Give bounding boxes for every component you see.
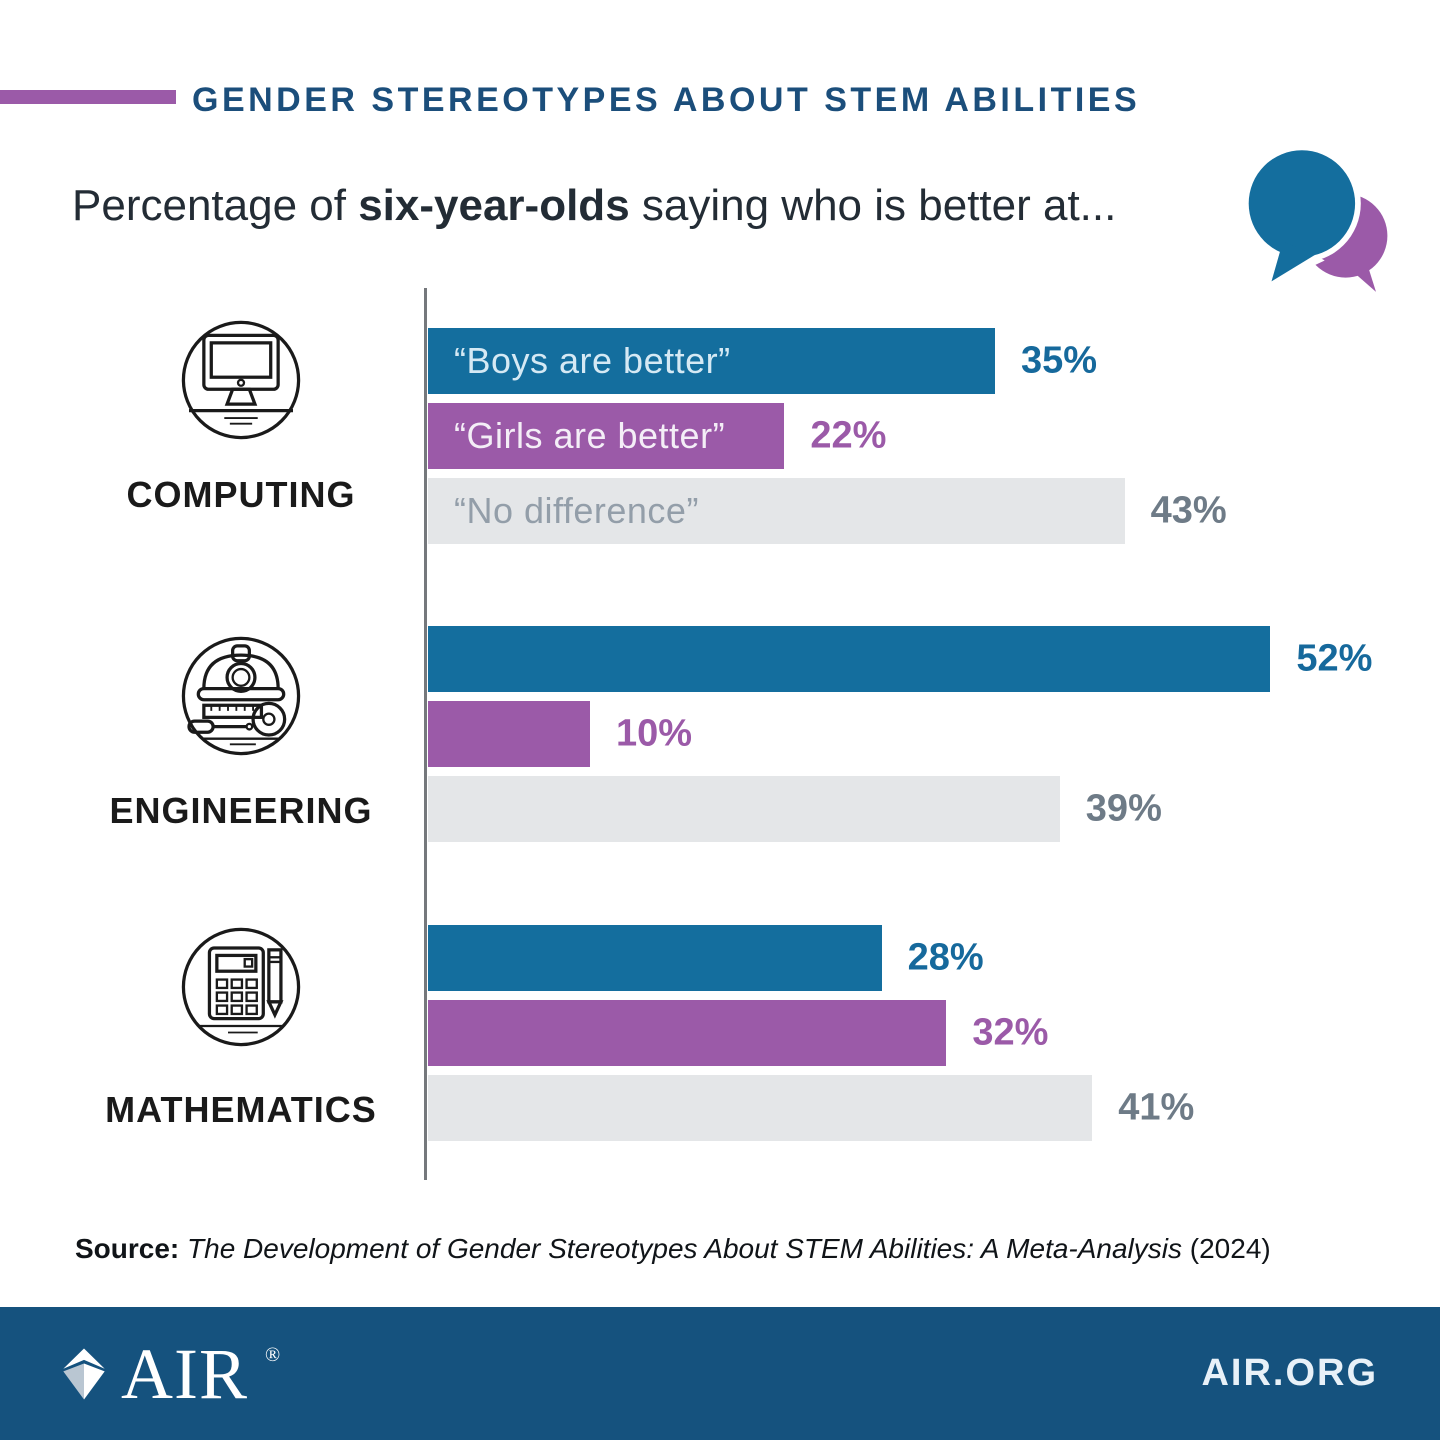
bar-mathematics-boys — [428, 925, 882, 991]
registered-mark: ® — [265, 1343, 281, 1366]
footer-url: AIR.ORG — [1201, 1352, 1378, 1394]
category-label-computing: COMPUTING — [126, 474, 356, 515]
bar-row-mathematics-boys: 28% — [428, 925, 1428, 991]
bar-computing-girls: “Girls are better” — [428, 403, 785, 469]
footer-band: AIR ® AIR.ORG — [0, 1307, 1440, 1440]
subtitle-prefix: Percentage of — [72, 181, 359, 230]
bar-computing-nodiff: “No difference” — [428, 478, 1125, 544]
bar-computing-boys: “Boys are better” — [428, 328, 995, 394]
bar-row-computing-nodiff: “No difference” 43% — [428, 478, 1428, 544]
subtitle-suffix: saying who is better at... — [629, 181, 1117, 230]
bar-value-mathematics-nodiff: 41% — [1118, 1086, 1195, 1129]
source-label: Source: — [75, 1233, 180, 1264]
bar-mathematics-nodiff — [428, 1075, 1093, 1141]
bar-value-mathematics-boys: 28% — [907, 936, 984, 979]
bar-row-mathematics-girls: 32% — [428, 1000, 1428, 1066]
series-label-nodiff: “No difference” — [454, 490, 699, 531]
chart-subtitle: Percentage of six-year-olds saying who i… — [72, 181, 1116, 231]
bar-engineering-nodiff — [428, 776, 1060, 842]
source-year: (2024) — [1189, 1233, 1271, 1264]
hard-hat-tools-icon — [181, 636, 301, 756]
bar-value-engineering-nodiff: 39% — [1085, 787, 1162, 830]
air-diamond-logo-icon — [63, 1347, 105, 1400]
category-mathematics: MATHEMATICS — [56, 922, 426, 1131]
bar-value-mathematics-girls: 32% — [972, 1011, 1049, 1054]
category-engineering: ENGINEERING — [56, 631, 426, 832]
category-computing: COMPUTING — [56, 315, 426, 516]
desktop-computer-icon — [181, 320, 301, 440]
accent-bar — [0, 90, 176, 104]
bar-engineering-girls — [428, 701, 590, 767]
bar-row-engineering-nodiff: 39% — [428, 776, 1428, 842]
air-logo-text: AIR — [121, 1333, 248, 1414]
chart-axis — [424, 288, 427, 1180]
source-note: Source: The Development of Gender Stereo… — [75, 1233, 1271, 1265]
calculator-pencil-icon — [181, 927, 301, 1047]
bar-row-computing-girls: “Girls are better” 22% — [428, 403, 1428, 469]
blue-bubble — [1243, 148, 1361, 289]
subtitle-bold: six-year-olds — [358, 181, 630, 230]
page-title: GENDER STEREOTYPES ABOUT STEM ABILITIES — [192, 81, 1141, 119]
bar-row-engineering-girls: 10% — [428, 701, 1428, 767]
bar-engineering-boys — [428, 626, 1271, 692]
series-label-boys: “Boys are better” — [454, 340, 731, 381]
bar-row-engineering-boys: 52% — [428, 626, 1428, 692]
series-label-girls: “Girls are better” — [454, 415, 726, 456]
bar-mathematics-girls — [428, 1000, 947, 1066]
bar-value-computing-boys: 35% — [1021, 339, 1098, 382]
air-logo: AIR ® — [62, 1338, 280, 1410]
bar-value-computing-girls: 22% — [810, 414, 887, 457]
bar-row-mathematics-nodiff: 41% — [428, 1075, 1428, 1141]
category-label-engineering: ENGINEERING — [109, 790, 373, 831]
bar-row-computing-boys: “Boys are better” 35% — [428, 328, 1428, 394]
speech-bubbles-icon — [1243, 148, 1388, 292]
bar-value-engineering-girls: 10% — [616, 712, 693, 755]
category-label-mathematics: MATHEMATICS — [105, 1089, 377, 1130]
source-title: The Development of Gender Stereotypes Ab… — [179, 1233, 1190, 1264]
bar-value-engineering-boys: 52% — [1296, 637, 1373, 680]
bar-value-computing-nodiff: 43% — [1150, 489, 1227, 532]
bar-chart: “Boys are better” 35% “Girls are better” 22… — [428, 288, 1428, 1188]
